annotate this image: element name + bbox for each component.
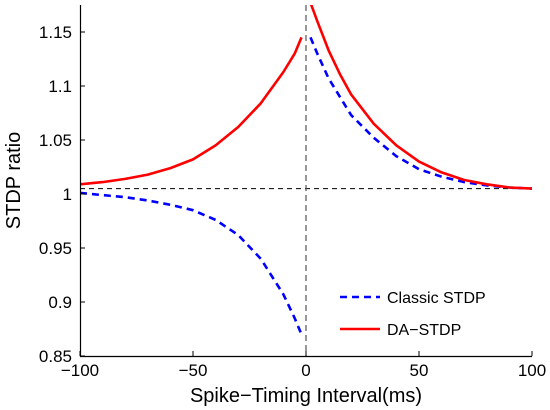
y-tick-label: 1.1 — [48, 77, 72, 96]
x-tick-label: 0 — [301, 361, 310, 380]
y-tick-label: 0.95 — [39, 239, 72, 258]
y-tick-label: 1.15 — [39, 23, 72, 42]
da-stdp-line — [309, 5, 532, 190]
x-ticks: −100 −50 0 50 100 — [61, 351, 546, 380]
x-tick-label: 100 — [518, 361, 546, 380]
x-tick-label: −50 — [179, 361, 208, 380]
y-tick-label: 0.85 — [39, 347, 72, 366]
y-tick-label: 1 — [63, 185, 72, 204]
y-axis-label: STDP ratio — [3, 132, 25, 229]
legend-label: DA−STDP — [387, 322, 461, 339]
series-layer — [80, 5, 532, 335]
x-tick-label: −100 — [61, 361, 99, 380]
y-ticks: 0.85 0.9 0.95 1 1.05 1.1 1.15 — [39, 23, 85, 366]
classic-stdp-line — [80, 191, 303, 335]
legend-label: Classic STDP — [387, 290, 486, 307]
x-axis-label: Spike−Timing Interval(ms) — [190, 385, 422, 407]
reference-lines — [80, 5, 532, 356]
y-tick-label: 0.9 — [48, 293, 72, 312]
x-tick-label: 50 — [410, 361, 429, 380]
y-tick-label: 1.05 — [39, 131, 72, 150]
da-stdp-line — [80, 36, 303, 186]
legend: Classic STDP DA−STDP — [340, 290, 486, 339]
